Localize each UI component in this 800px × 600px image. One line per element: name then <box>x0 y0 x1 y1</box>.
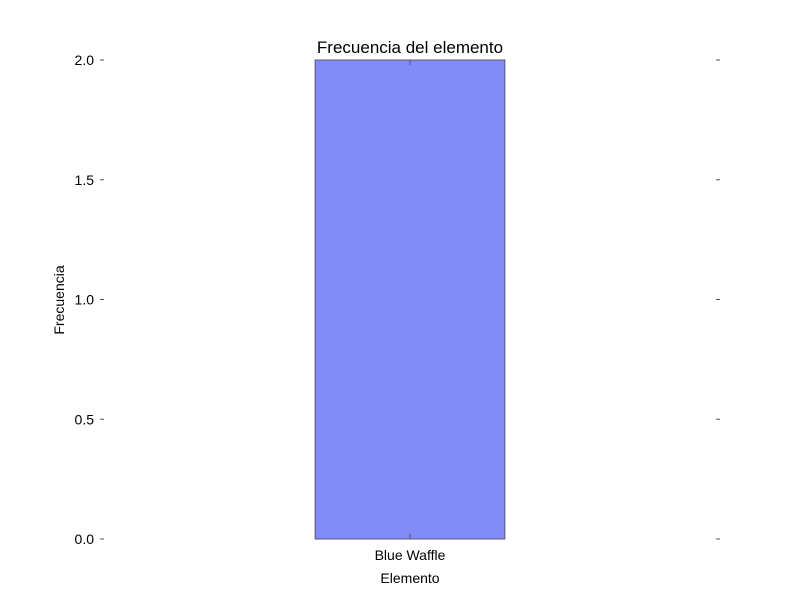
y-tick-label: 0.5 <box>75 411 95 427</box>
y-axis-ticks-right <box>716 59 720 540</box>
y-tick-label: 0.0 <box>75 531 95 547</box>
y-tick-label: 1.5 <box>75 172 95 188</box>
y-tick-label: 1.0 <box>75 292 95 308</box>
x-tick-label: Blue Waffle <box>375 547 446 563</box>
y-axis-label: Frecuencia <box>51 265 67 334</box>
x-axis-label: Elemento <box>380 570 439 586</box>
chart-title: Frecuencia del elemento <box>317 38 503 57</box>
y-tick-label: 2.0 <box>75 52 95 68</box>
x-axis-ticks: Blue Waffle <box>375 60 446 563</box>
y-axis-ticks: 0.0 0.5 1.0 1.5 2.0 <box>75 52 104 547</box>
bars-group <box>314 59 506 540</box>
bar <box>314 59 506 540</box>
